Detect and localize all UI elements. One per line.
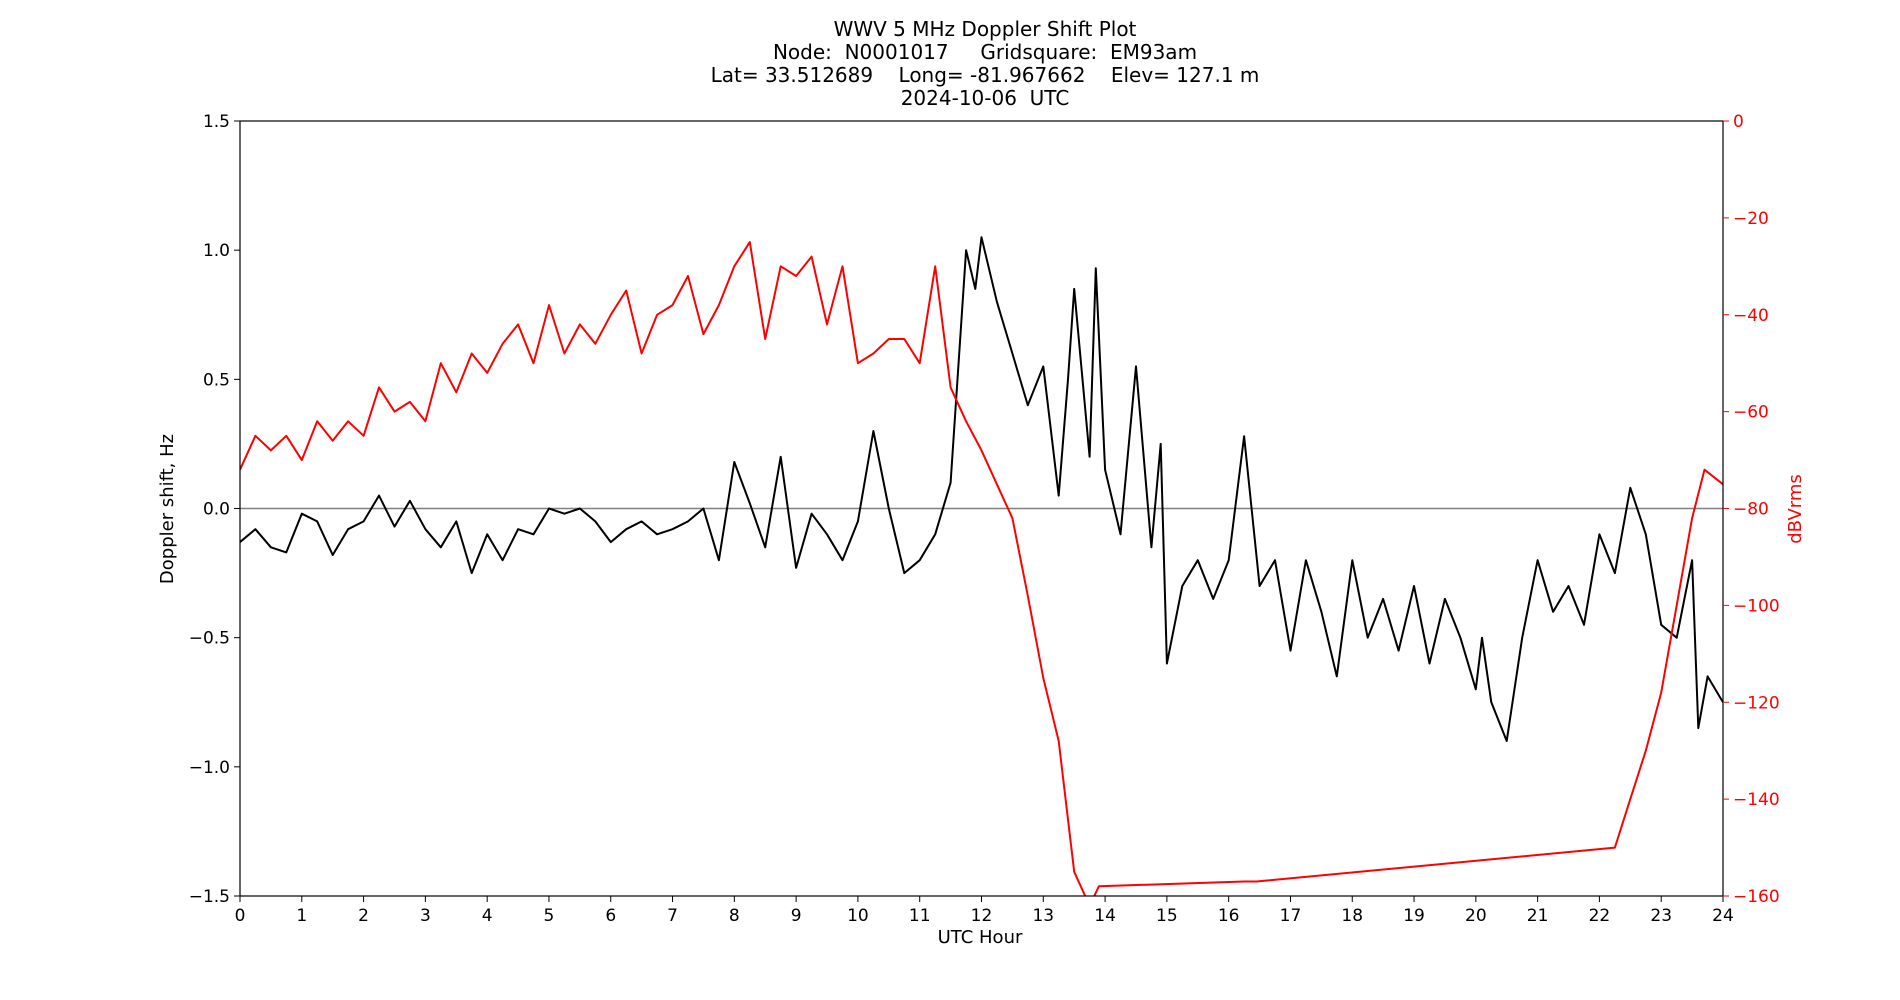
x-tick-label: 19 xyxy=(1403,906,1425,926)
y-axis-left: 1.5 1.0 0.5 0.0 −0.5 −1.0 −1.5 xyxy=(189,112,240,907)
x-tick-label: 12 xyxy=(971,906,993,926)
doppler-shift-line xyxy=(240,236,1723,742)
x-tick-label: 22 xyxy=(1589,906,1611,926)
x-tick-label: 21 xyxy=(1527,906,1549,926)
x-tick-label: 8 xyxy=(729,906,740,926)
x-tick-label: 1 xyxy=(296,906,307,926)
x-tick-label: 4 xyxy=(482,906,493,926)
x-tick-label: 18 xyxy=(1341,906,1363,926)
y-tick-right-label: −20 xyxy=(1733,209,1769,229)
x-axis-label: UTC Hour xyxy=(938,927,1023,948)
x-tick-label: 0 xyxy=(235,906,246,926)
x-tick-label: 10 xyxy=(847,906,869,926)
x-tick-label: 5 xyxy=(544,906,555,926)
y-tick-left-label: 1.5 xyxy=(203,112,230,132)
y-tick-right-label: −100 xyxy=(1733,596,1780,616)
y-tick-right-label: −40 xyxy=(1733,306,1769,326)
y-tick-right-label: −60 xyxy=(1733,403,1769,423)
x-tick-label: 2 xyxy=(358,906,369,926)
y-tick-right-label: 0 xyxy=(1733,112,1744,132)
x-tick-label: 24 xyxy=(1712,906,1734,926)
x-tick-label: 6 xyxy=(605,906,616,926)
title-line-2: Node: N0001017 Gridsquare: EM93am xyxy=(773,40,1197,64)
chart-title: WWV 5 MHz Doppler Shift Plot Node: N0001… xyxy=(711,17,1260,110)
title-line-1: WWV 5 MHz Doppler Shift Plot xyxy=(834,17,1137,41)
power-dbvrms-line xyxy=(240,241,1723,896)
y-tick-left-label: −1.5 xyxy=(189,887,230,907)
y-axis-right: 0 −20 −40 −60 −80 −100 −120 −140 −160 xyxy=(1723,112,1780,907)
y-tick-right-label: −160 xyxy=(1733,887,1780,907)
x-tick-label: 20 xyxy=(1465,906,1487,926)
x-tick-label: 15 xyxy=(1156,906,1178,926)
x-tick-label: 23 xyxy=(1650,906,1672,926)
title-line-4: 2024-10-06 UTC xyxy=(901,86,1070,110)
y-tick-left-label: −1.0 xyxy=(189,758,230,778)
x-tick-label: 16 xyxy=(1218,906,1240,926)
y-tick-left-label: 0.5 xyxy=(203,370,230,390)
x-tick-label: 13 xyxy=(1032,906,1054,926)
x-tick-label: 14 xyxy=(1094,906,1116,926)
y-axis-left-label: Doppler shift, Hz xyxy=(157,434,178,584)
y-tick-right-label: −140 xyxy=(1733,790,1780,810)
x-tick-label: 7 xyxy=(667,906,678,926)
y-tick-right-label: −80 xyxy=(1733,500,1769,520)
y-tick-right-label: −120 xyxy=(1733,693,1780,713)
x-tick-label: 9 xyxy=(791,906,802,926)
y-tick-left-label: 0.0 xyxy=(203,500,230,520)
y-axis-right-label: dBVrms xyxy=(1785,474,1806,544)
title-line-3: Lat= 33.512689 Long= -81.967662 Elev= 12… xyxy=(711,63,1260,87)
x-tick-label: 3 xyxy=(420,906,431,926)
plot-area xyxy=(239,120,1724,897)
x-tick-label: 17 xyxy=(1280,906,1302,926)
y-tick-left-label: −0.5 xyxy=(189,629,230,649)
y-tick-left-label: 1.0 xyxy=(203,241,230,261)
x-axis: 0 1 2 3 4 5 6 7 8 9 10 11 12 13 14 15 16 17 18 19 20 21 22 23 24 xyxy=(235,896,1734,926)
x-tick-label: 11 xyxy=(909,906,931,926)
